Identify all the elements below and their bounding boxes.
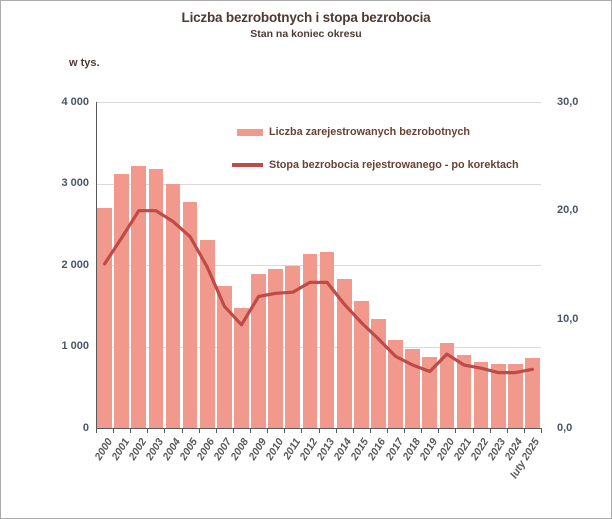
chart-title: Liczba bezrobotnych i stopa bezrobocia	[181, 10, 431, 25]
x-axis-tick	[267, 429, 269, 433]
bar-2013	[319, 252, 335, 428]
bar-luty 2025	[525, 358, 540, 428]
right-axis-tick-0: 0,0	[557, 421, 573, 434]
x-axis-tick	[147, 429, 149, 433]
x-axis-tick	[352, 429, 354, 433]
left-axis-tick-0: 0	[82, 421, 89, 434]
rate-line	[103, 209, 534, 375]
bar-2023	[490, 363, 506, 428]
x-axis-tick	[472, 429, 474, 433]
bar-2008	[234, 307, 249, 428]
left-axis-line	[96, 102, 97, 429]
x-axis-tick	[489, 429, 491, 433]
x-axis-tick	[438, 429, 440, 433]
gridline-3000	[96, 183, 541, 185]
left-axis-tick-2000: 2 000	[61, 258, 89, 271]
x-axis-tick	[250, 429, 252, 433]
bar-2010	[268, 268, 284, 428]
line-swatch-icon	[232, 163, 263, 167]
bar-2011	[285, 266, 301, 428]
right-axis-tick-20: 20,0	[557, 204, 579, 217]
x-axis-tick	[181, 429, 183, 433]
bottom-axis-line	[96, 428, 542, 430]
x-axis-tick	[301, 429, 303, 433]
x-axis-tick	[369, 429, 371, 433]
bar-2006	[199, 239, 215, 428]
bar-2022	[473, 361, 489, 428]
x-axis-tick	[130, 429, 132, 433]
x-axis-tick	[523, 429, 525, 433]
gridline-2000	[96, 265, 541, 266]
x-axis-tick	[335, 429, 337, 433]
plot-area	[96, 102, 541, 428]
x-axis-tick	[113, 429, 115, 433]
bar-2001	[114, 174, 130, 428]
bar-2020	[439, 342, 455, 428]
bar-2005	[182, 202, 198, 428]
x-axis-tick	[215, 429, 217, 433]
right-axis-tick-30: 30,0	[557, 95, 579, 108]
bar-2019	[422, 357, 438, 428]
legend-item-bars: Liczba zarejestrowanych bezrobotnych	[237, 126, 470, 138]
right-axis-tick-10: 10,0	[557, 312, 579, 325]
bar-2015	[353, 300, 369, 428]
bar-2002	[131, 165, 147, 428]
x-axis-tick	[404, 429, 406, 433]
legend-item-line: Stopa bezrobocia rejestrowanego - po kor…	[232, 159, 519, 171]
gridline-1000	[96, 346, 541, 348]
legend-label-bars: Liczba zarejestrowanych bezrobotnych	[269, 126, 470, 138]
x-axis-tick	[386, 429, 388, 433]
bar-2024	[507, 363, 523, 428]
bar-2021	[456, 355, 472, 428]
bar-2004	[165, 183, 181, 428]
bar-2017	[388, 339, 403, 428]
x-axis-tick	[164, 429, 166, 433]
x-axis-tick	[506, 429, 508, 433]
bar-2007	[217, 285, 232, 428]
x-axis-tick	[284, 429, 286, 433]
x-axis-tick	[198, 429, 200, 433]
x-axis-tick	[318, 429, 320, 433]
bar-2009	[251, 273, 266, 428]
bar-2012	[302, 253, 318, 428]
x-axis-tick	[232, 429, 234, 433]
x-axis-tick	[455, 429, 457, 433]
left-axis-tick-4000: 4 000	[61, 95, 89, 108]
legend-label-line: Stopa bezrobocia rejestrowanego - po kor…	[269, 159, 519, 171]
chart-subtitle: Stan na koniec okresu	[250, 28, 362, 40]
x-axis-tick	[541, 429, 542, 433]
x-axis-tick	[421, 429, 423, 433]
bar-2000	[97, 207, 112, 428]
bar-2003	[148, 169, 164, 428]
left-axis-tick-1000: 1 000	[61, 340, 89, 352]
left-axis-tick-3000: 3 000	[61, 177, 89, 189]
x-axis-tick	[96, 429, 97, 433]
left-axis-unit-label: w tys.	[69, 57, 100, 69]
bar-2016	[371, 319, 386, 428]
bar-2014	[336, 279, 352, 428]
bar-2018	[405, 349, 420, 428]
gridline-4000	[96, 102, 541, 103]
bar-swatch-icon	[237, 128, 263, 136]
